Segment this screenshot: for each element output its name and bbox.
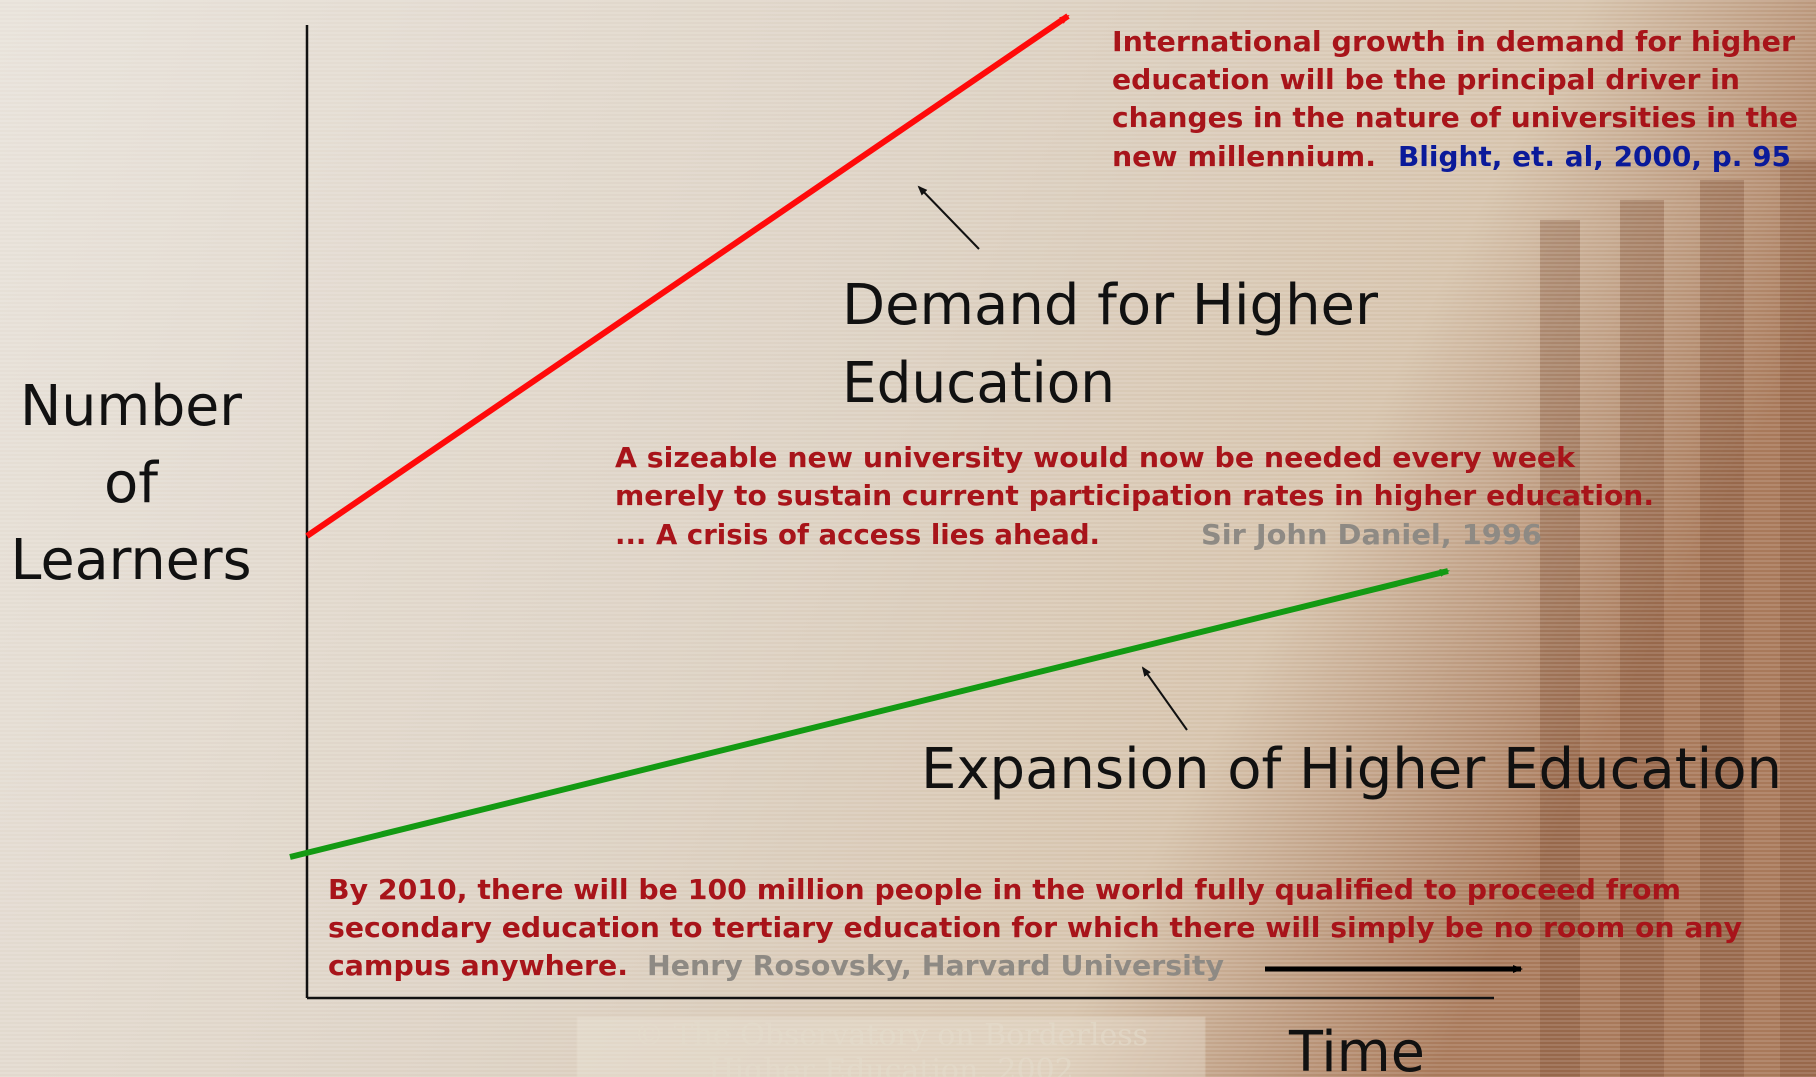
- expansion-label: Expansion of Higher Education: [921, 737, 1782, 802]
- quote-source: Sir John Daniel, 1996: [1201, 518, 1542, 551]
- y-axis-label: of: [104, 451, 159, 516]
- quote-line: By 2010, there will be 100 million peopl…: [328, 873, 1681, 906]
- quote-line: campus anywhere.: [328, 949, 628, 982]
- quote-line: ... A crisis of access lies ahead.: [615, 518, 1100, 551]
- demand-label: Education: [842, 351, 1115, 416]
- quote-line: merely to sustain current participation …: [615, 479, 1654, 512]
- y-axis-label: Learners: [11, 528, 252, 593]
- watermark: © The Observatory on Borderless: [634, 1018, 1148, 1053]
- quote-line: International growth in demand for highe…: [1112, 25, 1795, 58]
- quote-line: education will be the principal driver i…: [1112, 63, 1740, 96]
- quote-line: new millennium.: [1112, 140, 1376, 173]
- watermark: Higher Education, 2002: [708, 1053, 1073, 1077]
- x-axis-label: Time: [1288, 1020, 1425, 1077]
- demand-label: Demand for Higher: [842, 273, 1379, 338]
- y-axis-label: Number: [20, 374, 243, 439]
- slide: Number of Learners Time Demand for Highe…: [0, 0, 1816, 1077]
- quote-source: Blight, et. al, 2000, p. 95: [1398, 140, 1791, 173]
- quote-line: secondary education to tertiary educatio…: [328, 911, 1742, 944]
- quote-line: changes in the nature of universities in…: [1112, 101, 1798, 134]
- quote-line: A sizeable new university would now be n…: [615, 441, 1576, 474]
- quote-source: Henry Rosovsky, Harvard University: [647, 949, 1224, 982]
